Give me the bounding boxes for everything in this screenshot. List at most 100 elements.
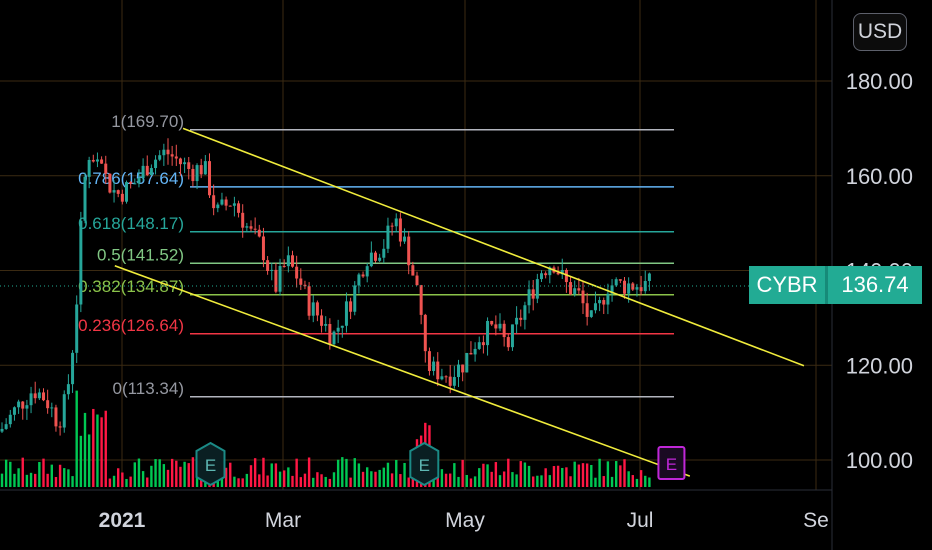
candle-body bbox=[643, 280, 647, 292]
volume-bar bbox=[67, 469, 70, 487]
candle-body bbox=[515, 317, 519, 325]
volume-bar bbox=[13, 473, 16, 487]
candle-body bbox=[33, 393, 37, 399]
volume-bar bbox=[345, 458, 348, 487]
volume-bar bbox=[58, 464, 62, 487]
candle-body bbox=[340, 325, 344, 328]
volume-bar bbox=[561, 467, 564, 487]
volume-bar bbox=[0, 473, 4, 487]
volume-bar bbox=[403, 462, 406, 487]
volume-bars bbox=[0, 390, 651, 487]
candle-body bbox=[112, 190, 116, 193]
volume-bar bbox=[461, 459, 464, 487]
candle-body bbox=[523, 305, 527, 320]
volume-bar bbox=[349, 477, 352, 487]
candle-body bbox=[506, 337, 510, 348]
candle-body bbox=[170, 154, 174, 157]
candle-body bbox=[266, 260, 270, 271]
volume-bar bbox=[469, 478, 473, 487]
volume-bar bbox=[299, 477, 302, 487]
time-axis[interactable]: 2021 Mar May Jul Se bbox=[99, 509, 829, 532]
volume-bar bbox=[449, 473, 452, 487]
volume-bar bbox=[170, 458, 174, 487]
volume-bar bbox=[556, 465, 560, 487]
candle-body bbox=[564, 269, 568, 283]
currency-button[interactable]: USD bbox=[853, 13, 907, 51]
candle-body bbox=[361, 274, 365, 277]
candle-body bbox=[593, 303, 597, 311]
candle-body bbox=[212, 195, 216, 209]
price-tick-label: 100.00 bbox=[846, 448, 913, 473]
volume-bar bbox=[154, 459, 157, 487]
volume-bar bbox=[249, 465, 253, 487]
volume-bar bbox=[465, 474, 468, 487]
candle-body bbox=[216, 204, 220, 209]
volume-bar bbox=[619, 465, 622, 487]
candle-body bbox=[465, 352, 469, 373]
candle-body bbox=[457, 364, 460, 378]
trend-channel-upper bbox=[182, 127, 805, 367]
volume-bar bbox=[366, 467, 369, 487]
candle-body bbox=[91, 159, 95, 162]
candle-body bbox=[378, 257, 382, 261]
volume-bar bbox=[490, 471, 493, 487]
candle-body bbox=[274, 269, 278, 292]
volume-bar bbox=[382, 467, 385, 487]
candle-body bbox=[398, 218, 402, 242]
candlestick-series bbox=[0, 138, 651, 436]
candle-body bbox=[187, 162, 191, 169]
candle-body bbox=[199, 165, 203, 175]
candle-body bbox=[427, 351, 431, 371]
candle-body bbox=[25, 405, 29, 409]
candle-body bbox=[174, 156, 178, 159]
volume-bar bbox=[585, 463, 589, 487]
volume-bar bbox=[166, 469, 170, 487]
candle-body bbox=[8, 414, 12, 425]
volume-bar bbox=[332, 472, 336, 487]
candle-body bbox=[129, 182, 133, 184]
volume-bar bbox=[83, 412, 87, 487]
volume-bar bbox=[17, 468, 20, 487]
candle-body bbox=[531, 289, 535, 299]
volume-bar bbox=[191, 457, 195, 487]
volume-bar bbox=[278, 471, 282, 487]
volume-bar bbox=[623, 459, 626, 487]
volume-bar bbox=[511, 472, 514, 487]
candle-body bbox=[83, 176, 87, 221]
candle-body bbox=[544, 273, 548, 276]
volume-bar bbox=[46, 473, 49, 487]
candle-body bbox=[286, 255, 290, 267]
candle-body bbox=[581, 290, 585, 304]
volume-bar bbox=[602, 476, 605, 487]
trend-channel[interactable] bbox=[114, 127, 805, 477]
time-tick-label: Jul bbox=[627, 509, 654, 532]
volume-bar bbox=[386, 462, 390, 487]
volume-bar bbox=[79, 435, 83, 487]
candle-body bbox=[257, 229, 261, 237]
price-tag-divider bbox=[825, 266, 828, 304]
volume-bar bbox=[639, 470, 643, 487]
candle-body bbox=[332, 331, 336, 345]
candle-body bbox=[469, 352, 473, 355]
trend-channel-lower bbox=[114, 265, 691, 477]
candle-body bbox=[618, 279, 622, 281]
candle-body bbox=[125, 182, 128, 202]
candle-body bbox=[208, 161, 211, 196]
volume-bar bbox=[544, 468, 547, 487]
candle-body bbox=[357, 274, 361, 286]
candle-body bbox=[535, 279, 539, 299]
candle-body bbox=[328, 323, 332, 345]
candle-body bbox=[486, 320, 490, 346]
candle-body bbox=[461, 364, 465, 373]
candle-body bbox=[245, 226, 249, 228]
candle-body bbox=[490, 320, 494, 325]
volume-bar bbox=[4, 459, 8, 487]
volume-bar bbox=[129, 476, 132, 487]
volume-bar bbox=[444, 473, 448, 487]
volume-bar bbox=[291, 475, 294, 487]
volume-bar bbox=[25, 474, 29, 487]
candle-body bbox=[12, 407, 16, 415]
candle-body bbox=[585, 303, 589, 317]
candle-body bbox=[249, 226, 253, 229]
